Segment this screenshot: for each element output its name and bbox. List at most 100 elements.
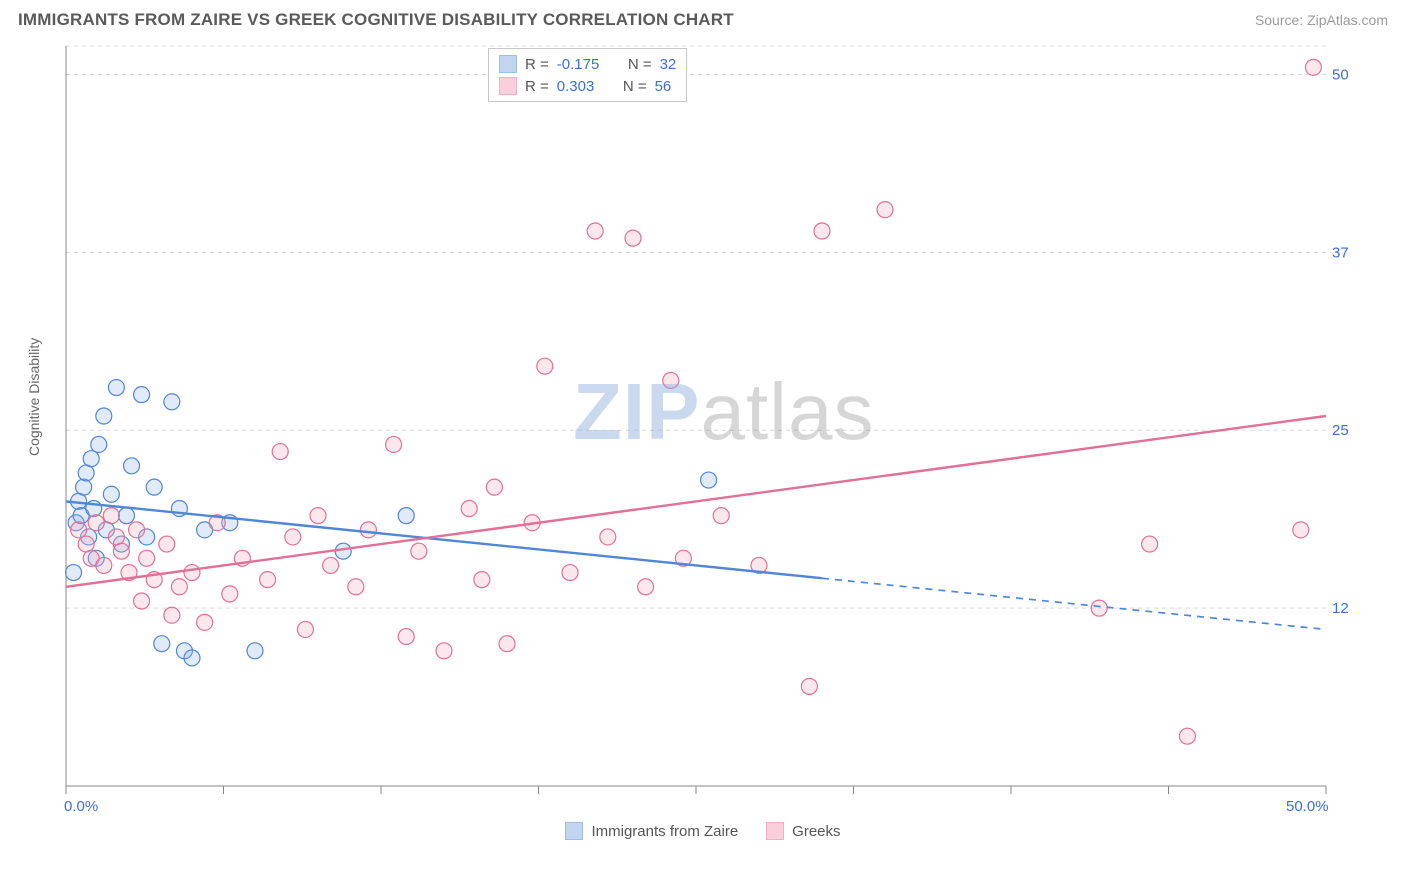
data-point (877, 202, 893, 218)
data-point (461, 501, 477, 517)
legend-swatch (499, 55, 517, 73)
data-point (323, 557, 339, 573)
data-point (499, 636, 515, 652)
data-point (129, 522, 145, 538)
data-point (184, 565, 200, 581)
data-point (139, 550, 155, 566)
data-point (260, 572, 276, 588)
data-point (1293, 522, 1309, 538)
y-tick-label: 25.0% (1332, 422, 1348, 439)
x-axis-labels: 0.0% 50.0% (18, 796, 1388, 820)
data-point (103, 508, 119, 524)
source-link[interactable]: ZipAtlas.com (1307, 12, 1388, 28)
data-point (134, 387, 150, 403)
r-label: R = (525, 78, 549, 95)
data-point (146, 479, 162, 495)
r-value: 0.303 (557, 78, 595, 95)
data-point (124, 458, 140, 474)
trend-line-extrapolated (822, 578, 1326, 629)
y-tick-label: 12.5% (1332, 600, 1348, 617)
correlation-row: R = 0.303 N = 56 (499, 75, 676, 97)
data-point (411, 543, 427, 559)
data-point (164, 394, 180, 410)
r-value: -0.175 (557, 56, 600, 73)
source-prefix: Source: (1255, 12, 1307, 28)
data-point (398, 629, 414, 645)
data-point (360, 522, 376, 538)
data-point (197, 614, 213, 630)
data-point (66, 565, 82, 581)
legend-item: Greeks (766, 822, 840, 840)
data-point (113, 543, 129, 559)
data-point (537, 358, 553, 374)
data-point (118, 508, 134, 524)
data-point (1179, 728, 1195, 744)
data-point (83, 451, 99, 467)
trend-line (66, 416, 1326, 587)
data-point (713, 508, 729, 524)
y-tick-label: 37.5% (1332, 244, 1348, 261)
data-point (222, 586, 238, 602)
n-label: N = (623, 78, 647, 95)
legend-swatch (499, 77, 517, 95)
data-point (386, 436, 402, 452)
legend-swatch (565, 822, 583, 840)
data-point (1091, 600, 1107, 616)
data-point (297, 621, 313, 637)
data-point (1305, 59, 1321, 75)
data-point (247, 643, 263, 659)
data-point (335, 543, 351, 559)
data-point (96, 408, 112, 424)
data-point (486, 479, 502, 495)
data-point (436, 643, 452, 659)
y-axis-label: Cognitive Disability (26, 338, 42, 456)
data-point (285, 529, 301, 545)
data-point (638, 579, 654, 595)
data-point (600, 529, 616, 545)
data-point (164, 607, 180, 623)
data-point (625, 230, 641, 246)
data-point (171, 579, 187, 595)
x-tick-label: 0.0% (64, 798, 98, 815)
source-attribution: Source: ZipAtlas.com (1255, 12, 1388, 28)
data-point (272, 444, 288, 460)
data-point (103, 486, 119, 502)
data-point (1142, 536, 1158, 552)
data-point (159, 536, 175, 552)
n-label: N = (628, 56, 652, 73)
n-value: 56 (655, 78, 672, 95)
x-tick-label: 50.0% (1286, 798, 1329, 815)
data-point (78, 465, 94, 481)
data-point (801, 678, 817, 694)
data-point (562, 565, 578, 581)
data-point (88, 515, 104, 531)
data-point (474, 572, 490, 588)
data-point (348, 579, 364, 595)
correlation-row: R = -0.175 N = 32 (499, 53, 676, 75)
n-value: 32 (660, 56, 677, 73)
legend-item: Immigrants from Zaire (565, 822, 738, 840)
correlation-legend: R = -0.175 N = 32 R = 0.303 N = 56 (488, 48, 687, 102)
data-point (108, 380, 124, 396)
legend-swatch (766, 822, 784, 840)
data-point (76, 479, 92, 495)
chart-title: IMMIGRANTS FROM ZAIRE VS GREEK COGNITIVE… (18, 10, 734, 30)
data-point (310, 508, 326, 524)
data-point (71, 522, 87, 538)
legend-label: Greeks (792, 823, 840, 840)
data-point (134, 593, 150, 609)
data-point (398, 508, 414, 524)
legend-label: Immigrants from Zaire (591, 823, 738, 840)
data-point (701, 472, 717, 488)
series-legend: Immigrants from Zaire Greeks (0, 822, 1406, 840)
data-point (587, 223, 603, 239)
data-point (184, 650, 200, 666)
r-label: R = (525, 56, 549, 73)
data-point (814, 223, 830, 239)
scatter-chart-svg: 12.5% 25.0% 37.5% 50.0% (18, 36, 1348, 796)
data-point (96, 557, 112, 573)
chart-area: Cognitive Disability 12.5% 25.0% 37.5% 50.0… (18, 36, 1388, 796)
y-tick-label: 50.0% (1332, 66, 1348, 83)
data-point (108, 529, 124, 545)
data-point (78, 536, 94, 552)
